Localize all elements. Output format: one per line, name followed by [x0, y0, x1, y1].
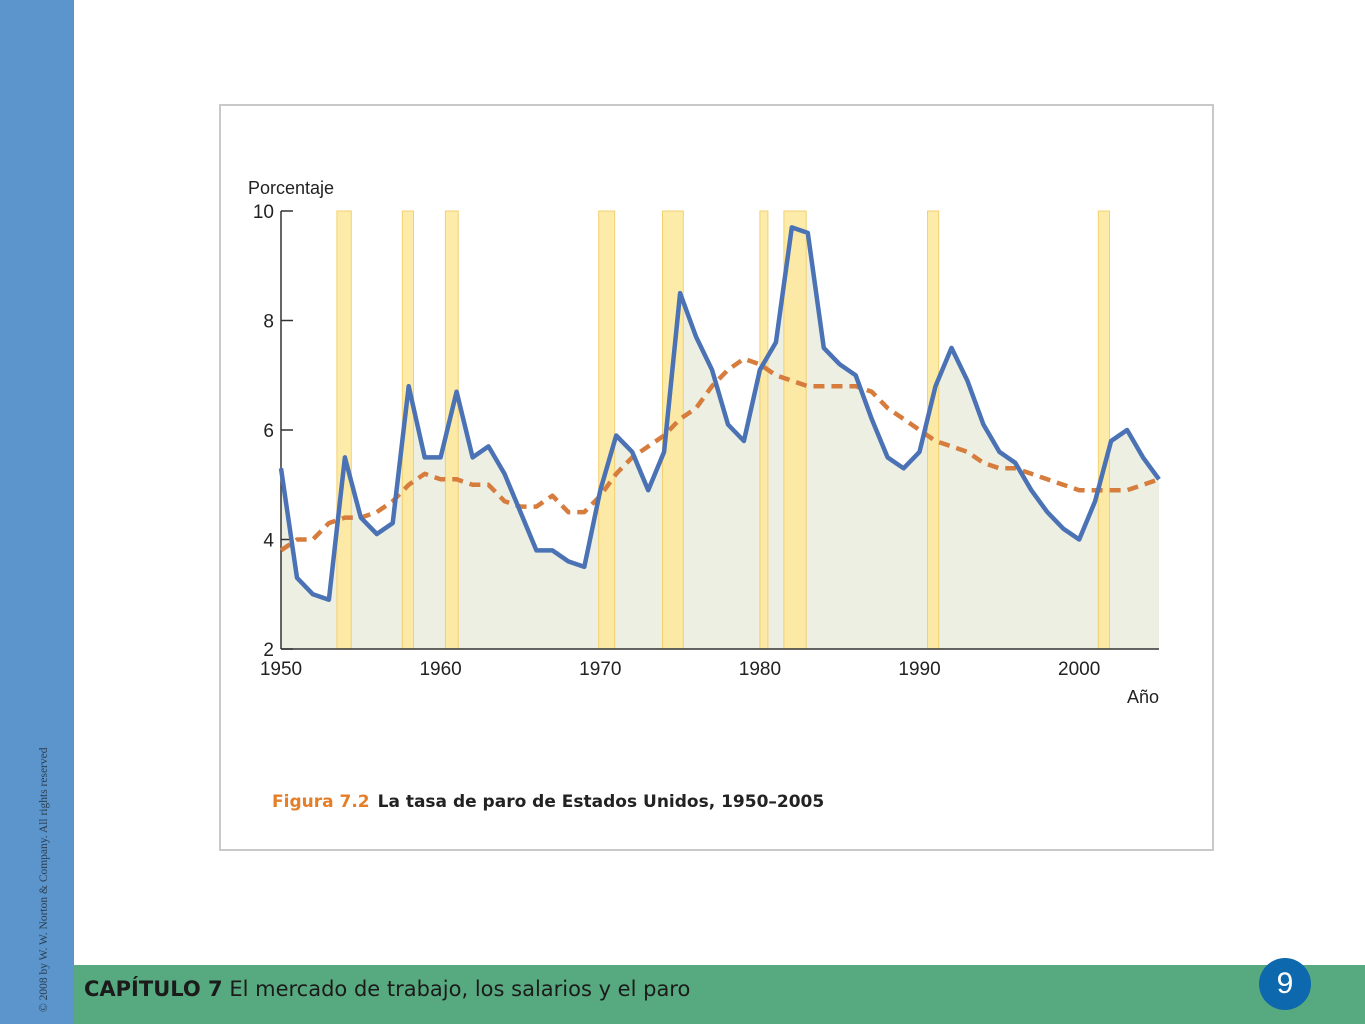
figure-frame: 2 4 6 8 10 1950 1960 1970 1980 1990 2000 Porcentaje…	[219, 104, 1214, 851]
y-tick-label: 2	[263, 640, 274, 661]
x-tick-label: 1990	[898, 659, 940, 680]
recession-bar-8	[1097, 210, 1110, 650]
recession-bar-5	[759, 210, 769, 650]
y-axis-label: Porcentaje	[248, 178, 334, 198]
x-tick-label: 2000	[1058, 659, 1100, 680]
x-tick-label: 1950	[260, 659, 302, 680]
y-tick-label: 4	[263, 531, 274, 552]
unemployment-rate-line	[278, 225, 1161, 602]
y-tick-label: 10	[253, 202, 274, 223]
x-axis-label: Año	[1127, 687, 1159, 707]
left-sidebar-bar: © 2008 by W. W. Norton & Company. All ri…	[0, 0, 74, 1024]
unemployment-chart: 2 4 6 8 10 1950 1960 1970 1980 1990 2000 Porcentaje…	[248, 178, 1161, 707]
unemployment-area	[281, 227, 1159, 649]
footer-bar	[74, 965, 1365, 1024]
x-tick-label: 1960	[419, 659, 461, 680]
recession-bar-7	[927, 210, 940, 650]
y-tick-label: 6	[263, 421, 274, 442]
chapter-label: CAPÍTULO 7	[84, 977, 223, 1001]
y-tick-label: 8	[263, 312, 274, 333]
recession-bar-0	[336, 210, 352, 650]
figure-label: Figura 7.2	[272, 792, 370, 812]
recession-bar-3	[598, 210, 616, 650]
x-tick-label: 1980	[739, 659, 781, 680]
natural-rate-line	[279, 356, 1160, 553]
chapter-heading: CAPÍTULO 7 El mercado de trabajo, los sa…	[84, 974, 690, 1004]
figure-caption: Figura 7.2 La tasa de paro de Estados Uni…	[272, 792, 824, 812]
x-tick-label: 1970	[579, 659, 621, 680]
page-number-badge: 9	[1259, 958, 1311, 1010]
copyright-notice: © 2008 by W. W. Norton & Company. All ri…	[38, 747, 50, 1013]
figure-title: La tasa de paro de Estados Unidos, 1950–…	[377, 792, 825, 812]
chapter-title: El mercado de trabajo, los salarios y el…	[229, 977, 691, 1001]
